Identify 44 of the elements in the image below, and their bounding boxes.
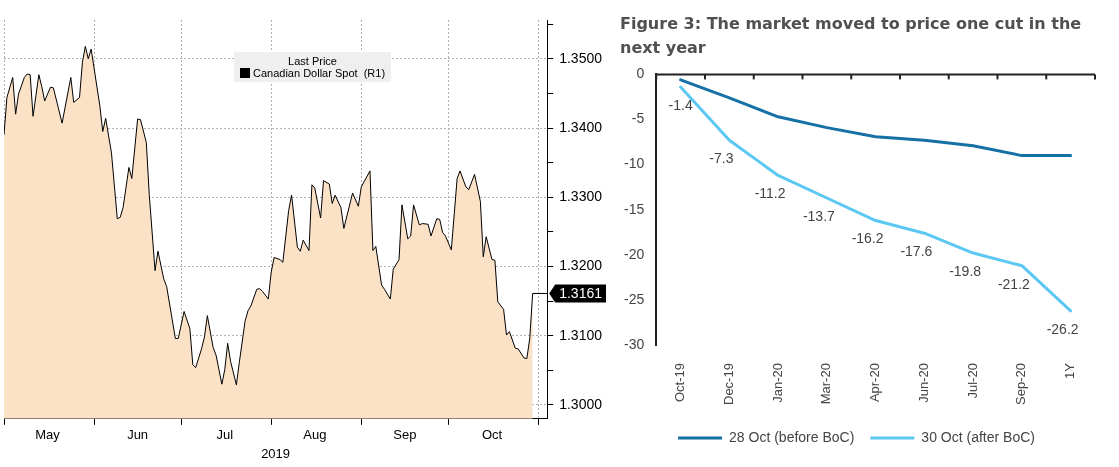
data-label: -7.3 (709, 150, 734, 167)
x-tick-label: Jul-20 (964, 363, 980, 399)
y-tick-label: -15 (624, 200, 645, 217)
chart-title: Figure 3: The market moved to price one cut in the next year (619, 13, 1083, 59)
x-tick-label: Apr-20 (867, 363, 883, 403)
x-tick-label: 1Y (1062, 362, 1078, 379)
x-tick-label: Jul (216, 427, 234, 443)
x-axis-title: 2019 (261, 445, 291, 461)
y-tick-label: -10 (624, 155, 645, 172)
data-label: -16.2 (851, 230, 884, 247)
y-tick-label: 1.3000 (559, 395, 603, 412)
x-tick-label: Aug (303, 427, 327, 443)
legend-title: Last Price (287, 55, 338, 67)
data-label: -11.2 (754, 185, 786, 202)
y-tick-label: -25 (624, 290, 645, 307)
y-tick-label: -20 (624, 245, 645, 262)
x-tick-label: Sep (393, 427, 417, 443)
data-label: -1.4 (668, 96, 693, 113)
data-label: -26.2 (1046, 320, 1079, 337)
y-tick-label: 1.3200 (559, 257, 603, 274)
y-tick-label: -5 (631, 110, 645, 127)
data-label: -17.6 (900, 243, 933, 260)
x-tick-label: Oct (481, 427, 503, 443)
y-tick-label: 1.3400 (559, 118, 603, 135)
y-tick-label: 1.3500 (559, 49, 603, 66)
x-tick-label: May (35, 427, 61, 443)
y-tick-label: 1.3100 (559, 326, 603, 343)
data-label: -13.7 (802, 207, 836, 224)
legend-label: 28 Oct (before BoC) (729, 428, 855, 445)
y-tick-label: 0 (636, 65, 645, 82)
data-label: -19.8 (949, 262, 982, 279)
x-tick-label: Sep-20 (1013, 363, 1029, 405)
data-label: -21.2 (997, 275, 1031, 292)
y-tick-label: 1.3300 (559, 188, 603, 205)
annotation: 1.3161 (559, 285, 603, 302)
x-tick-label: Mar-20 (818, 363, 834, 405)
x-tick-label: Jan-20 (769, 363, 785, 403)
x-tick-label: Dec-19 (720, 363, 736, 405)
x-tick-label: Oct-19 (672, 363, 688, 403)
x-tick-label: Jun-20 (915, 363, 931, 403)
legend-label: Canadian Dollar Spot (R1) (253, 67, 386, 79)
x-tick-label: Jun (127, 427, 149, 443)
legend-label: 30 Oct (after BoC) (921, 428, 1035, 445)
y-tick-label: -30 (624, 335, 645, 352)
